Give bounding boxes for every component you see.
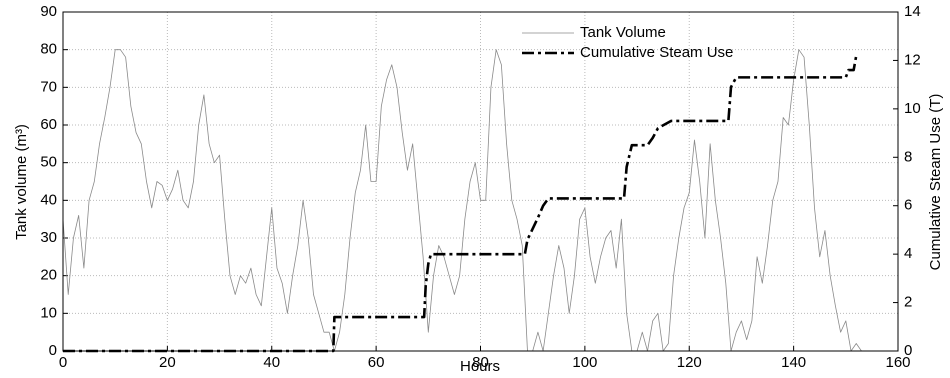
y-tick-label: 70 [40,78,57,95]
x-tick-label: 40 [263,354,280,371]
legend-label: Cumulative Steam Use [580,44,733,61]
y-tick-label: 50 [40,154,57,171]
y2-tick-label: 4 [904,245,912,262]
x-axis-label: Hours [460,358,500,375]
plot-frame [62,11,899,352]
x-tick-label: 120 [677,354,702,371]
series-line [62,49,862,352]
y-tick-label: 80 [40,41,57,58]
y2-tick-label: 14 [904,3,921,20]
y2-tick-label: 8 [904,148,912,165]
y-tick-label: 0 [49,342,57,359]
y2-tick-label: 12 [904,51,921,68]
y2-tick-label: 6 [904,197,912,214]
y2-axis-label: Cumulative Steam Use (T) [927,94,944,271]
x-tick-label: 140 [781,354,806,371]
y2-tick-label: 10 [904,100,921,117]
y-tick-label: 40 [40,191,57,208]
y2-tick-label: 0 [904,342,912,359]
y2-tick-label: 2 [904,294,912,311]
x-tick-label: 20 [159,354,176,371]
x-tick-label: 0 [59,354,67,371]
y-axis-label: Tank volume (m³) [13,124,30,240]
x-tick-label: 80 [472,354,489,371]
y-tick-label: 20 [40,267,57,284]
legend-label: Tank Volume [580,24,666,41]
x-tick-label: 60 [368,354,385,371]
x-tick-label: 160 [885,354,910,371]
y-tick-label: 10 [40,304,57,321]
series-line [63,55,858,353]
y-tick-label: 60 [40,116,57,133]
y-tick-label: 30 [40,229,57,246]
y-tick-label: 90 [40,3,57,20]
x-tick-label: 100 [572,354,597,371]
